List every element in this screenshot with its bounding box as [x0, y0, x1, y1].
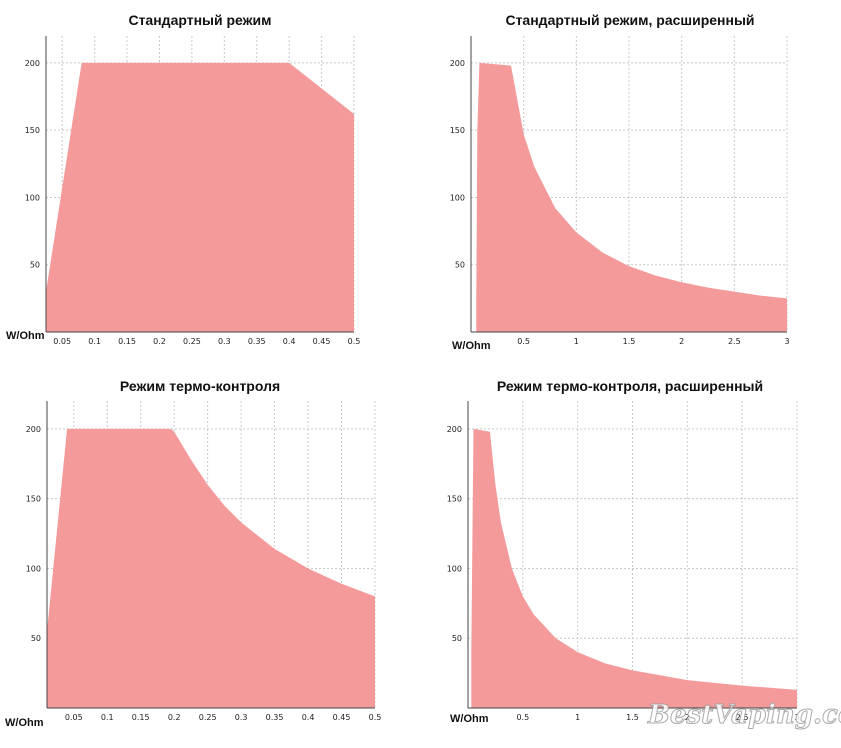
x-axis-label: W/Ohm	[450, 713, 489, 725]
x-tick-label: 0.3	[235, 713, 248, 722]
y-tick-label: 200	[447, 425, 462, 434]
x-tick-label: 0.25	[183, 337, 201, 346]
y-tick-label: 50	[30, 261, 40, 270]
area-chart: 0.5 1 1.5 2 2.5 3 50 100 150 200 W/Ohm	[450, 36, 790, 352]
chart-panel-1: Стандартный режим 0.05 0.1 0.15 0.2 0.25 0.3 0…	[0, 0, 420, 374]
area-chart: 0.05 0.1 0.15 0.2 0.25 0.3 0.35 0.4 0.45 0.5 50 100…	[5, 401, 382, 729]
x-tick-label: 0.5	[516, 713, 529, 722]
y-tick-label: 150	[450, 126, 465, 135]
x-tick-label: 0.35	[266, 713, 284, 722]
x-tick-label: 1.5	[623, 337, 636, 346]
x-tick-label: 0.05	[53, 337, 71, 346]
x-tick-label: 0.2	[153, 337, 166, 346]
y-tick-label: 150	[447, 495, 462, 504]
x-tick-label: 0.3	[218, 337, 231, 346]
x-tick-label: 0.35	[248, 337, 266, 346]
watermark-logo: BestVaping.com	[648, 700, 841, 731]
x-tick-label: 0.1	[101, 713, 114, 722]
y-tick-label: 100	[26, 564, 41, 573]
x-tick-label: 0.05	[65, 713, 83, 722]
x-tick-label: 0.2	[168, 713, 181, 722]
y-tick-label: 150	[25, 126, 40, 135]
x-tick-label: 0.5	[348, 337, 361, 346]
x-tick-label: 2.5	[736, 713, 749, 722]
x-axis-label: W/Ohm	[5, 717, 44, 729]
x-tick-label: 1	[574, 337, 579, 346]
y-tick-label: 100	[447, 564, 462, 573]
chart-title: Стандартный режим, расширенный	[505, 12, 755, 28]
x-axis-label: W/Ohm	[6, 330, 45, 342]
chart-title: Режим термо-контроля, расширенный	[496, 378, 764, 394]
area-series	[47, 428, 375, 708]
chart-panel-3: Режим термо-контроля 0.05 0.1 0.15 0.2 0.25 0…	[0, 374, 420, 748]
x-tick-label: 2	[679, 337, 684, 346]
x-tick-label: 2	[685, 713, 690, 722]
x-tick-label: 0.5	[369, 713, 382, 722]
x-tick-label: 0.15	[132, 713, 150, 722]
x-tick-label: 3	[794, 713, 799, 722]
x-tick-label: 0.5	[517, 337, 530, 346]
area-series	[476, 62, 787, 333]
x-tick-label: 1	[575, 713, 580, 722]
y-tick-label: 100	[450, 193, 465, 202]
x-tick-label: 0.45	[313, 337, 331, 346]
chart-panel-2: Стандартный режим, расширенный 0.5 1 1.5 2 2…	[420, 0, 841, 374]
x-axis-label: W/Ohm	[452, 340, 491, 352]
chart-title: Стандартный режим	[128, 12, 272, 28]
x-tick-label: 0.25	[199, 713, 217, 722]
chart-panel-4: Режим термо-контроля, расширенный 0.5 1 1.…	[420, 374, 841, 748]
x-tick-label: 3	[784, 337, 789, 346]
x-tick-label: 0.4	[283, 337, 296, 346]
x-tick-label: 0.15	[118, 337, 136, 346]
area-series	[46, 62, 354, 333]
y-tick-label: 200	[450, 59, 465, 68]
y-tick-label: 200	[25, 59, 40, 68]
area-series	[471, 428, 797, 708]
area-chart: 0.05 0.1 0.15 0.2 0.25 0.3 0.35 0.4 0.45 0.5 50 100…	[6, 36, 361, 346]
x-tick-label: 0.1	[88, 337, 101, 346]
x-tick-label: 0.45	[333, 713, 351, 722]
y-tick-label: 50	[31, 634, 41, 643]
y-tick-label: 200	[26, 425, 41, 434]
area-chart: 0.5 1 1.5 2 2.5 3 50 100 150 200 W/Ohm	[447, 401, 800, 725]
x-tick-label: 0.4	[302, 713, 315, 722]
y-tick-label: 150	[26, 495, 41, 504]
x-tick-label: 2.5	[728, 337, 741, 346]
chart-title: Режим термо-контроля	[119, 378, 281, 394]
y-tick-label: 50	[452, 634, 462, 643]
y-tick-label: 100	[25, 193, 40, 202]
y-tick-label: 50	[455, 261, 465, 270]
x-tick-label: 1.5	[626, 713, 639, 722]
